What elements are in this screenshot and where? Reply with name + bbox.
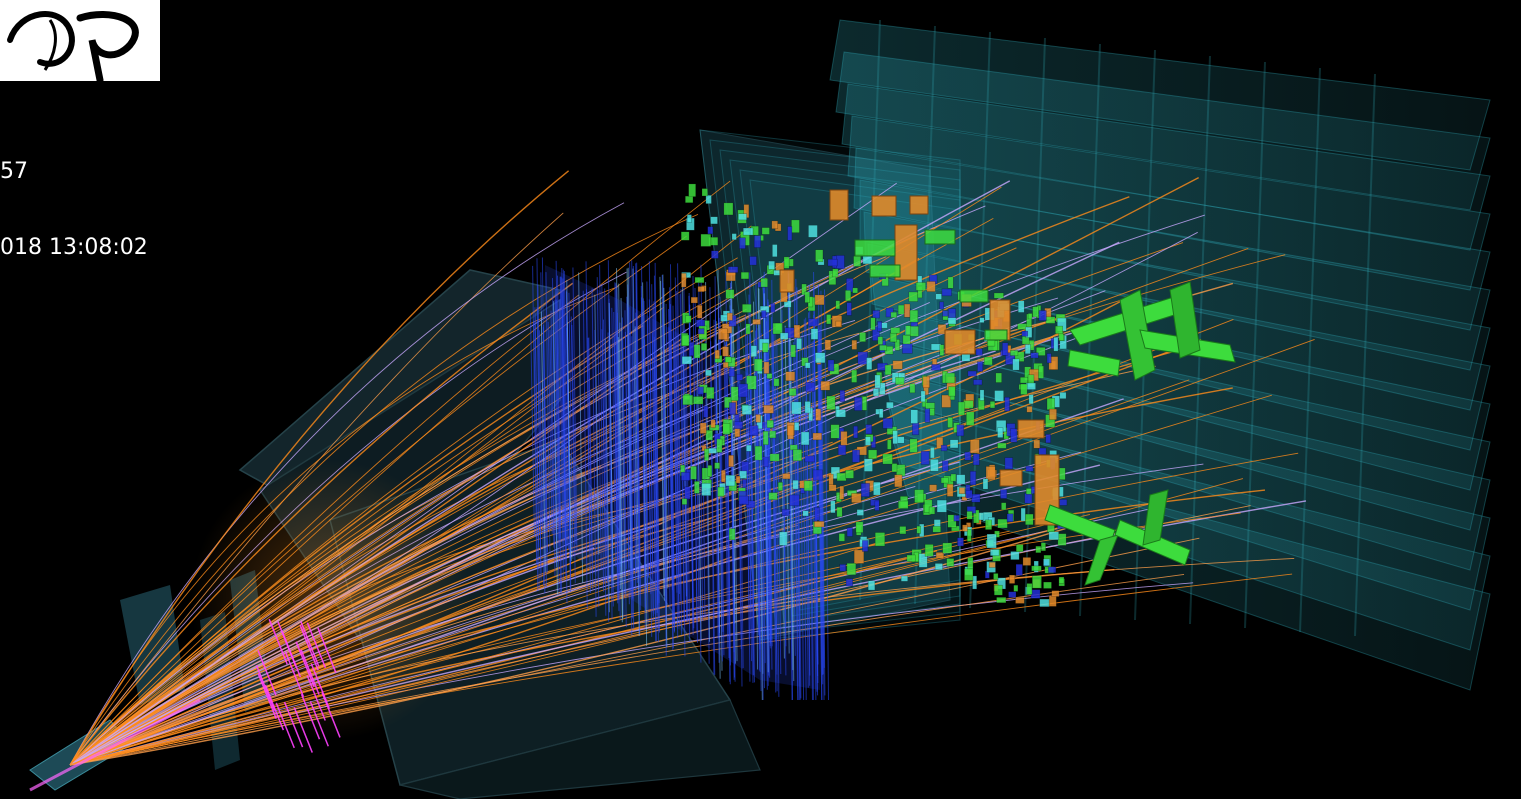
experiment-logo [0, 0, 160, 81]
vertex-hits [255, 618, 341, 753]
run-number-text: 57 [0, 159, 28, 184]
muon-hits [1044, 281, 1236, 586]
timestamp-text: 018 13:08:02 [0, 235, 148, 260]
experiment-logo-icon [7, 11, 139, 81]
calorimeter-deposits [680, 183, 1068, 607]
